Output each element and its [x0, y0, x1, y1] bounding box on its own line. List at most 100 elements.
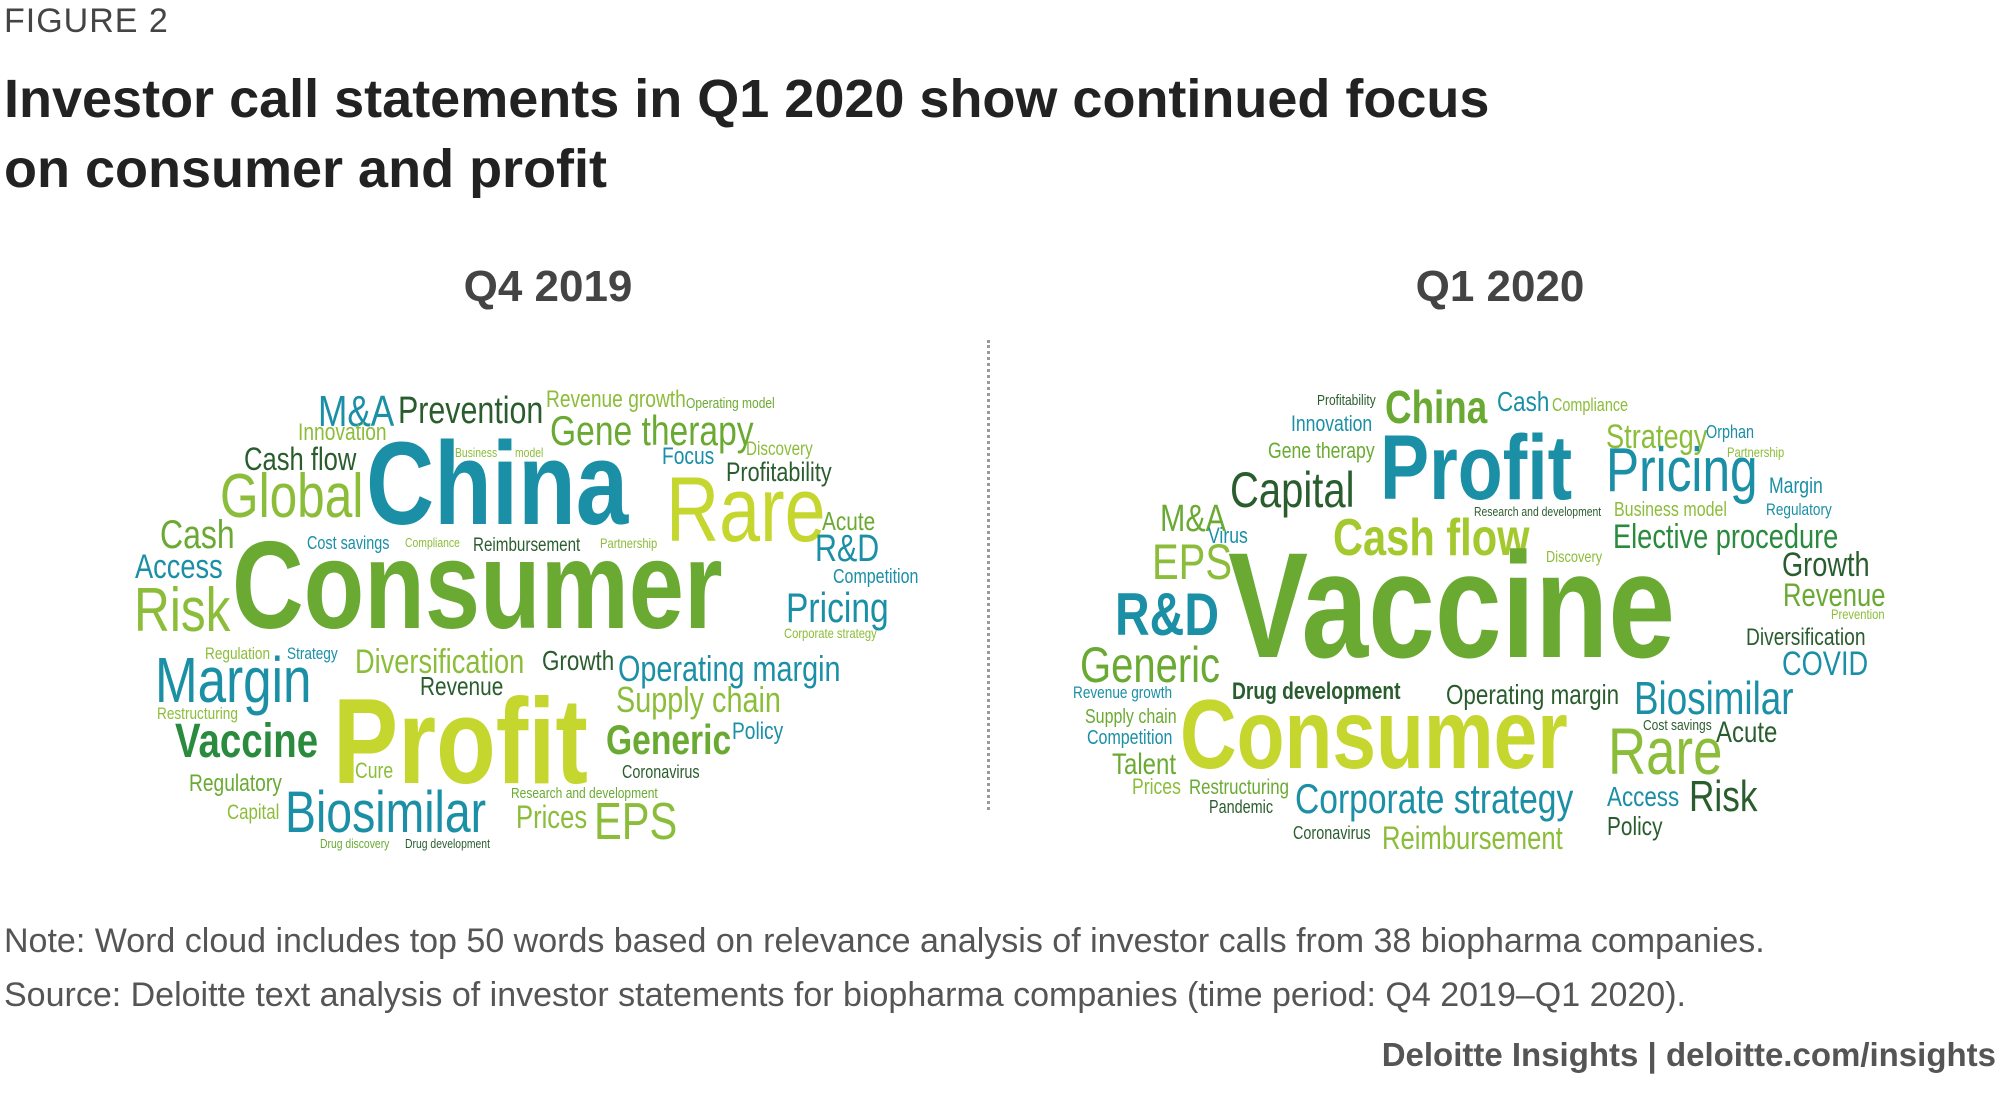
cloud-word: Innovation	[1291, 411, 1373, 436]
cloud-word: R&D	[815, 528, 880, 570]
cloud-word: Revenue growth	[1073, 683, 1173, 702]
cloud-word: Research and development	[1474, 504, 1602, 519]
cloud-word: Rare	[1608, 714, 1723, 788]
cloud-word: Drug development	[405, 836, 490, 851]
cloud-word: Prices	[1132, 774, 1181, 799]
cloud-word: China	[1385, 381, 1488, 433]
cloud-word: COVID	[1782, 645, 1869, 683]
cloud-word: Competition	[1087, 727, 1173, 749]
cloud-word: Vaccine	[1228, 521, 1676, 689]
cloud-word: Generic	[606, 716, 732, 763]
panel-divider	[987, 340, 990, 810]
cloud-word: Innovation	[298, 419, 387, 446]
cloud-word: Reimbursement	[1382, 820, 1563, 856]
cloud-word: Revenue growth	[546, 386, 686, 413]
cloud-word: Profit	[1380, 417, 1573, 519]
cloud-word: Prevention	[1831, 606, 1885, 622]
cloud-word: Margin	[1769, 473, 1823, 498]
figure-source: Source: Deloitte text analysis of invest…	[4, 976, 1686, 1014]
cloud-word: Operating margin	[1446, 679, 1620, 710]
cloud-word: EPS	[594, 793, 678, 851]
cloud-word: Coronavirus	[622, 762, 700, 782]
cloud-word: Rare	[666, 459, 826, 561]
cloud-word: Prices	[516, 799, 588, 835]
panel-title-q4-2019: Q4 2019	[463, 262, 633, 311]
figure-note: Note: Word cloud includes top 50 words b…	[4, 922, 1765, 960]
cloud-word: Restructuring	[157, 704, 238, 723]
cloud-word: Diversification	[1746, 624, 1866, 651]
cloud-word: Prevention	[398, 390, 544, 432]
cloud-word: R&D	[1115, 581, 1219, 648]
cloud-word: EPS	[1152, 534, 1233, 590]
cloud-word: Biosimilar	[285, 780, 487, 845]
cloud-word: Consumer	[1180, 679, 1568, 789]
cloud-word: Profitability	[726, 457, 832, 487]
cloud-word: Partnership	[600, 535, 658, 551]
cloud-word: Policy	[732, 718, 784, 745]
cloud-word: Cost savings	[307, 533, 390, 553]
cloud-word: Profitability	[1317, 392, 1376, 409]
cloud-word: Regulatory	[1766, 500, 1832, 519]
cloud-word: Acute	[822, 506, 876, 536]
cloud-word: Supply chain	[616, 679, 781, 720]
cloud-word: Consumer	[232, 517, 723, 655]
cloud-word: M&A	[1160, 498, 1226, 540]
cloud-word: Cash	[1497, 386, 1550, 417]
cloud-word: M&A	[318, 387, 395, 436]
cloud-word: Vaccine	[175, 715, 319, 768]
cloud-word: Pricing	[1606, 436, 1758, 505]
figure-title: Investor call statements in Q1 2020 show…	[4, 69, 1490, 199]
cloud-word: Cure	[355, 758, 394, 783]
cloud-word: Acute	[1716, 716, 1778, 749]
cloud-word: Revenue	[1783, 577, 1886, 613]
cloud-word: Capital	[227, 801, 280, 824]
cloud-word: model	[515, 445, 544, 460]
cloud-word: Drug development	[1232, 678, 1401, 705]
cloud-word: Global	[220, 462, 364, 531]
cloud-word: Gene therapy	[1268, 438, 1375, 463]
cloud-word: Coronavirus	[1293, 823, 1371, 843]
cloud-word: Business model	[1614, 499, 1727, 521]
cloud-word: Pricing	[786, 584, 889, 631]
cloud-word: Discovery	[1546, 549, 1603, 566]
cloud-word: Pandemic	[1209, 797, 1274, 817]
cloud-word: Cost savings	[1643, 717, 1712, 734]
cloud-word: Strategy	[1606, 418, 1708, 456]
cloud-word: Policy	[1607, 811, 1663, 841]
cloud-word: China	[366, 418, 629, 550]
cloud-word: Profit	[333, 673, 588, 809]
cloud-word: Corporate strategy	[784, 625, 877, 641]
cloud-word: Compliance	[405, 535, 460, 550]
cloud-word: Compliance	[1552, 395, 1629, 415]
figure-credit: Deloitte Insights | deloitte.com/insight…	[1381, 1036, 1996, 1073]
cloud-word: Gene therapy	[550, 407, 754, 454]
cloud-word: Strategy	[287, 644, 338, 663]
cloud-word: Cash flow	[1333, 509, 1530, 567]
cloud-word: Margin	[155, 644, 312, 716]
cloud-word: Talent	[1112, 748, 1177, 781]
cloud-word: Cash flow	[244, 441, 357, 477]
cloud-word: Regulation	[205, 644, 271, 663]
cloud-word: Virus	[1208, 523, 1248, 548]
cloud-word: Supply chain	[1085, 706, 1177, 728]
cloud-word: Biosimilar	[1634, 672, 1794, 724]
cloud-word: Discovery	[746, 439, 813, 460]
panel-title-q1-2020: Q1 2020	[1415, 262, 1585, 311]
cloud-word: Diversification	[355, 643, 525, 681]
cloud-word: Business	[455, 445, 498, 460]
cloud-word: Growth	[542, 645, 615, 676]
cloud-word: Risk	[1689, 772, 1758, 821]
cloud-word: Corporate strategy	[1295, 775, 1574, 822]
cloud-word: Operating model	[686, 395, 775, 412]
cloud-word: Research and development	[511, 785, 658, 802]
cloud-word: Capital	[1230, 462, 1355, 518]
cloud-word: Restructuring	[1189, 776, 1289, 799]
cloud-word: Drug discovery	[320, 836, 390, 851]
cloud-word: Access	[135, 548, 223, 586]
cloud-word: Focus	[662, 443, 715, 470]
cloud-word: Partnership	[1727, 444, 1785, 460]
cloud-word: Generic	[1080, 637, 1221, 693]
cloud-word: Risk	[134, 576, 231, 645]
cloud-word: Reimbursement	[473, 535, 581, 556]
